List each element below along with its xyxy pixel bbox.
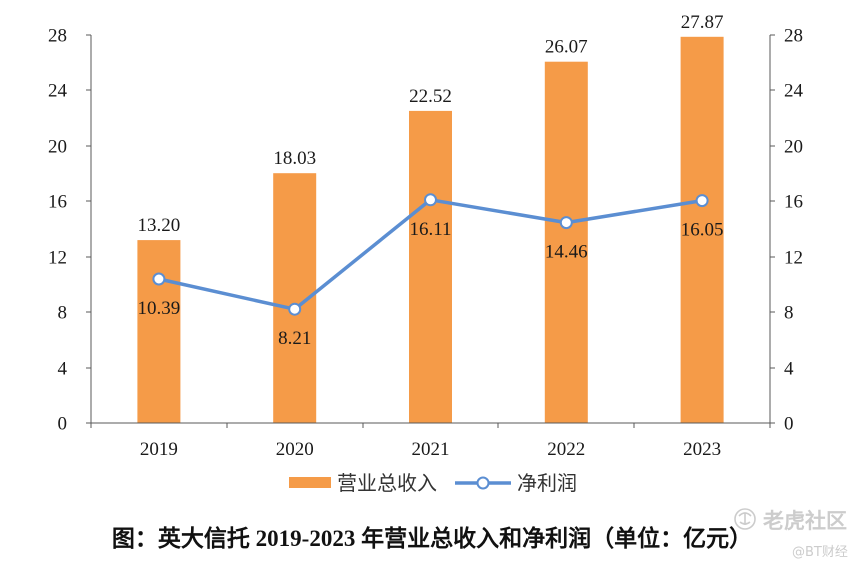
revenue-bar-2023 — [680, 36, 724, 424]
legend-label-revenue: 营业总收入 — [337, 472, 437, 495]
tiger-logo-icon — [734, 508, 756, 530]
revenue-data-label: 18.03 — [273, 148, 316, 169]
right-y-tick-label: 16 — [784, 192, 803, 213]
x-category-label: 2021 — [412, 439, 450, 460]
watermark-handle: @BT财经 — [792, 545, 848, 560]
chart-axes: 0 4 8 12 16 20 24 28 0 4 8 12 16 20 24 28 2019 2020 2021 20… — [48, 26, 804, 461]
net-profit-point-2023 — [695, 194, 709, 208]
x-category-label: 2023 — [683, 439, 721, 460]
revenue-data-label: 22.52 — [409, 86, 452, 107]
left-y-tick-label: 4 — [58, 359, 68, 380]
right-y-tick-label: 0 — [784, 414, 794, 435]
right-y-tick-label: 8 — [784, 303, 794, 324]
left-y-tick-label: 28 — [48, 26, 67, 47]
legend-label-net-profit: 净利润 — [517, 472, 577, 495]
chart-data-labels: 13.20 18.03 22.52 26.07 27.87 10.39 8.21 16.11 1… — [138, 12, 724, 349]
revenue-data-label: 26.07 — [545, 37, 588, 58]
revenue-bar-2019 — [137, 240, 181, 423]
net-profit-data-label: 8.21 — [278, 328, 311, 349]
left-y-tick-label: 8 — [58, 303, 68, 324]
left-y-tick-label: 24 — [48, 81, 68, 102]
right-y-tick-label: 4 — [784, 359, 794, 380]
net-profit-data-label: 16.11 — [409, 219, 451, 240]
right-y-tick-label: 20 — [784, 137, 803, 158]
right-y-tick-label: 12 — [784, 248, 803, 269]
watermark: 老虎社区 @BT财经 — [734, 508, 848, 560]
left-y-tick-label: 12 — [48, 248, 67, 269]
right-y-tick-label: 24 — [784, 81, 804, 102]
x-category-label: 2020 — [276, 439, 314, 460]
net-profit-point-2019 — [152, 272, 166, 286]
net-profit-data-label: 16.05 — [681, 220, 724, 241]
revenue-data-label: 13.20 — [138, 215, 181, 236]
net-profit-point-2021 — [424, 193, 437, 207]
left-y-tick-label: 0 — [58, 414, 68, 435]
watermark-brand: 老虎社区 — [763, 509, 847, 533]
figure-caption: 图：英大信托 2019-2023 年营业总收入和净利润（单位：亿元） — [112, 525, 752, 551]
left-y-tick-label: 16 — [48, 192, 67, 213]
net-profit-data-label: 10.39 — [138, 298, 181, 319]
revenue-data-label: 27.87 — [681, 12, 724, 33]
revenue-bar-2021 — [409, 110, 452, 424]
legend-swatch-revenue — [289, 477, 331, 488]
legend-marker-net-profit — [476, 476, 490, 490]
x-category-label: 2022 — [547, 439, 585, 460]
net-profit-point-2022 — [559, 216, 573, 230]
net-profit-data-label: 14.46 — [545, 242, 588, 263]
legend: 营业总收入 净利润 — [289, 472, 577, 495]
x-category-label: 2019 — [140, 439, 178, 460]
net-profit-point-2020 — [288, 302, 302, 316]
right-y-tick-label: 28 — [784, 26, 803, 47]
net-profit-line-series — [152, 193, 709, 316]
revenue-bar-2022 — [544, 61, 588, 423]
left-y-tick-label: 20 — [48, 137, 67, 158]
